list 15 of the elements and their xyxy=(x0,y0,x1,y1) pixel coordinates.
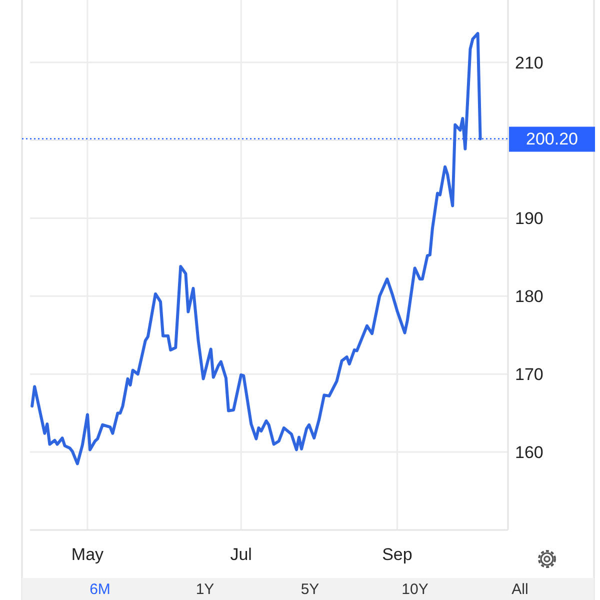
ref-line-label: 200.20 xyxy=(526,130,578,149)
y-tick-label: 210 xyxy=(515,53,544,72)
x-tick-label: Jul xyxy=(230,544,252,564)
text: 5Y xyxy=(300,581,320,598)
text: 10Y xyxy=(402,581,428,598)
text: All xyxy=(512,581,528,598)
y-tick-label: 160 xyxy=(515,443,544,462)
x-tick-label: Sep xyxy=(382,544,412,564)
text: 1Y xyxy=(196,581,214,598)
line-series xyxy=(30,32,482,466)
x-tick-label: May xyxy=(71,544,104,564)
y-tick-label: 170 xyxy=(515,365,544,384)
y-tick-label: 180 xyxy=(515,287,544,306)
text: 6M xyxy=(90,581,110,598)
y-tick-label: 190 xyxy=(515,209,544,228)
